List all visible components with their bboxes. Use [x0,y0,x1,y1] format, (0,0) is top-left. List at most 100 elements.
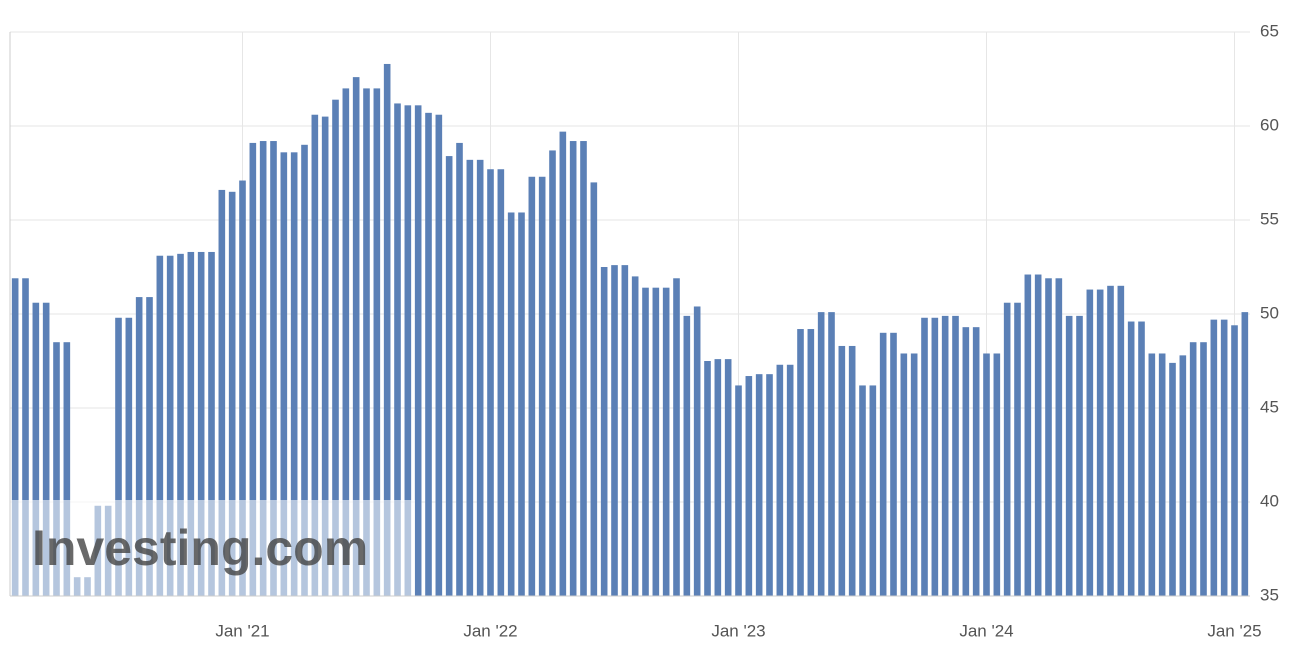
bar [487,169,494,597]
bar [115,317,122,596]
labels: 35 40 45 50 55 60 65 Jan '21 Jan '22 Jan '23 Jan '… [215,21,1279,640]
bar [1241,312,1249,596]
bar [187,251,195,596]
bar [983,353,990,596]
y-tick-label: 55 [1260,209,1279,228]
bar [735,385,742,596]
bar [1200,342,1207,596]
bar [270,141,277,597]
bar [600,267,608,596]
bar [1220,319,1228,596]
y-tick-label: 40 [1260,491,1279,510]
bar [1189,342,1197,596]
bar [1210,319,1218,596]
bar [611,265,618,596]
bar [146,297,153,596]
bar [177,253,184,596]
bar [1014,302,1021,596]
bar [724,359,732,596]
bar [621,265,629,596]
bar [890,332,897,596]
bar [1148,353,1156,596]
bar [1158,353,1166,596]
bar [249,142,257,597]
bar [218,189,226,597]
bar [342,88,350,597]
bar [1096,289,1104,596]
bar [1169,362,1176,596]
bar [239,180,246,596]
bar [53,342,60,596]
bar [1231,325,1238,596]
bar [1076,315,1083,596]
bar [404,105,412,596]
bar [817,312,825,596]
bar [63,342,71,596]
bar [673,278,680,596]
bar [301,144,308,597]
bar [156,255,164,596]
bar [135,297,143,596]
bar [414,105,422,596]
bar [1003,302,1011,596]
bar [466,159,474,596]
watermark: Investing.com [32,520,368,576]
bar [766,374,773,596]
bar [476,159,484,596]
bar [538,176,546,596]
bar [228,191,236,597]
bar [704,361,711,596]
y-tick-label: 65 [1260,21,1279,40]
bar [859,385,866,596]
bar [797,329,804,596]
bar [807,329,815,596]
x-tick-label: Jan '25 [1207,621,1261,640]
x-tick-label: Jan '22 [463,621,517,640]
bar [559,131,567,596]
bar [652,287,660,596]
bar [869,385,877,596]
watermark-box [10,500,415,596]
bar [745,376,753,596]
bar [590,182,598,596]
bar [838,345,846,596]
y-tick-label: 35 [1260,585,1279,604]
bar [1127,321,1135,596]
bar [848,345,856,596]
bar [363,88,370,597]
bar [445,156,453,596]
bar [962,327,970,596]
bar [259,141,267,597]
bar [290,152,298,596]
bar [569,141,577,597]
bar [321,116,329,596]
bar [755,374,763,596]
bar [166,255,174,596]
x-tick-label: Jan '24 [959,621,1013,640]
bar [900,353,908,596]
bar [786,364,794,596]
bar [1065,315,1073,596]
bar [373,88,381,597]
y-tick-label: 45 [1260,397,1279,416]
bars [11,63,1249,597]
bar [931,317,939,596]
bar [42,302,50,596]
bar [776,364,784,596]
bar [993,353,1001,596]
bar [549,150,556,596]
bar [1138,321,1145,596]
bar [456,142,463,597]
bar [642,287,649,596]
bar [383,63,391,596]
bar [1034,274,1042,596]
bar [332,99,339,597]
bar [394,103,401,596]
bar [1107,285,1114,596]
bar [518,212,525,597]
x-tick-label: Jan '23 [711,621,765,640]
bar [580,141,587,597]
bar [662,287,670,596]
bar [952,315,959,596]
